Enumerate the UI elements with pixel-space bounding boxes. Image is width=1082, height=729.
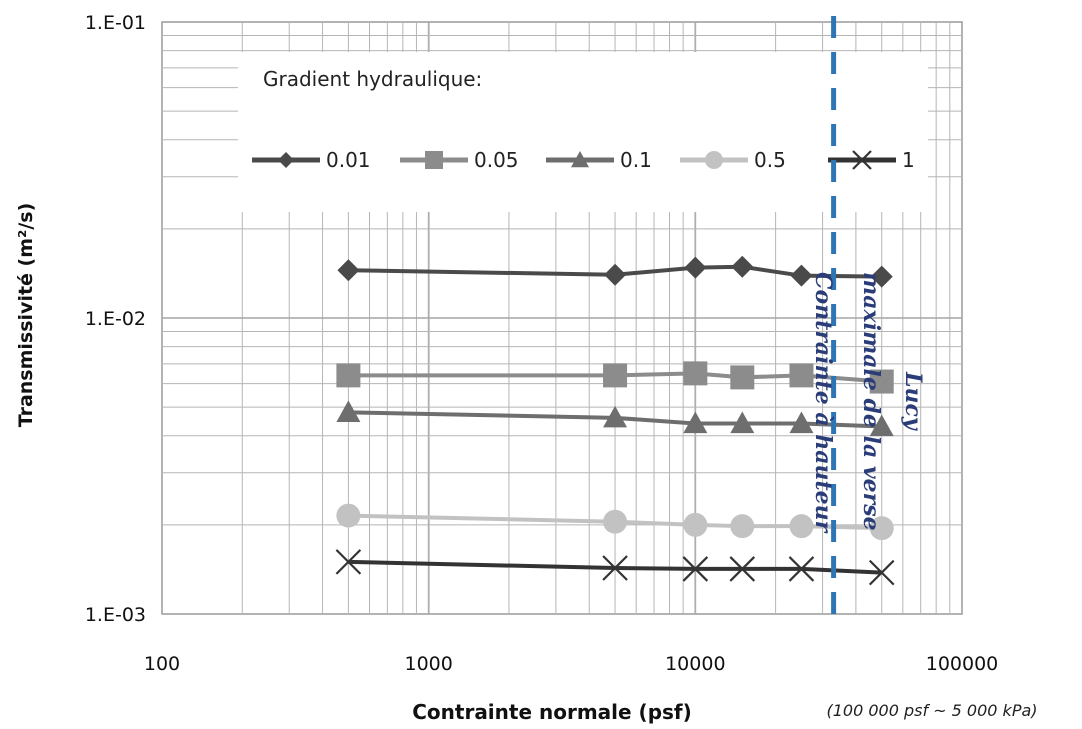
- legend-label: 0.5: [754, 148, 786, 172]
- legend: Gradient hydraulique: 0.01 0.05 0.1 0.5 1: [238, 52, 928, 212]
- legend-marker: [425, 151, 443, 169]
- data-point: [684, 256, 707, 279]
- legend-item: 0.01: [252, 148, 371, 172]
- legend-title: Gradient hydraulique:: [263, 67, 482, 91]
- series-layer: [335, 255, 895, 586]
- reference-label-line: Contrainte à hauteur: [810, 272, 836, 534]
- series-0_01: [337, 255, 893, 288]
- legend-marker: [571, 151, 589, 168]
- data-point: [868, 559, 895, 586]
- data-point: [731, 255, 754, 278]
- y-tick-label: 1.E-02: [85, 308, 146, 330]
- legend-marker: [852, 150, 872, 170]
- data-point: [337, 259, 360, 282]
- series-0_5: [336, 503, 894, 541]
- x-tick-label: 100000: [926, 653, 999, 675]
- x-tick-label: 100: [144, 653, 180, 675]
- y-tick-label: 1.E-01: [85, 12, 146, 34]
- data-point: [790, 264, 813, 287]
- data-point: [869, 516, 894, 541]
- data-point: [603, 363, 628, 388]
- data-point: [335, 549, 362, 575]
- series-line: [348, 410, 882, 429]
- data-point: [683, 512, 708, 537]
- x-tick-label: 1000: [404, 653, 452, 675]
- data-point: [683, 361, 708, 386]
- data-point: [788, 556, 815, 582]
- series-line: [348, 371, 882, 384]
- series-line: [348, 264, 882, 279]
- series-0_1: [336, 400, 894, 437]
- data-point: [789, 411, 814, 434]
- legend-item: 0.5: [680, 148, 786, 172]
- reference-line-group: Contrainte à hauteur maximale de la verse…: [810, 16, 926, 614]
- tick-labels: 100 1000 10000 100000 1.E-01 1.E-02 1.E-03: [85, 12, 998, 675]
- data-point: [603, 509, 628, 534]
- data-point: [869, 369, 894, 394]
- data-point: [604, 263, 627, 286]
- data-point: [730, 411, 755, 434]
- legend-label: 0.01: [326, 148, 371, 172]
- data-point: [603, 405, 628, 428]
- legend-label: 0.1: [620, 148, 652, 172]
- data-point: [602, 555, 628, 581]
- reference-label-line: maximale de la verse: [858, 272, 884, 531]
- legend-item: 0.1: [546, 148, 652, 172]
- series-line: [348, 513, 882, 531]
- legend-label: 0.05: [474, 148, 519, 172]
- unit-conversion-note: (100 000 psf ~ 5 000 kPa): [826, 701, 1037, 720]
- data-point: [683, 411, 708, 434]
- data-point: [336, 363, 361, 388]
- data-point: [789, 363, 814, 388]
- y-axis-label: Transmissivité (m²/s): [15, 203, 37, 428]
- legend-label: 1: [902, 148, 915, 172]
- y-tick-label: 1.E-03: [85, 604, 146, 626]
- data-point: [336, 400, 361, 422]
- legend-item: 1: [828, 148, 915, 172]
- data-point: [789, 514, 814, 539]
- legend-background: [238, 52, 928, 212]
- series-0_05: [336, 361, 894, 394]
- series-line: [348, 559, 882, 575]
- data-point: [730, 514, 755, 539]
- series-1: [335, 549, 895, 586]
- data-point: [730, 365, 755, 390]
- data-point: [870, 265, 893, 288]
- data-point: [869, 414, 894, 437]
- data-point: [336, 503, 361, 528]
- legend-item: 0.05: [400, 148, 519, 172]
- legend-marker: [278, 152, 294, 168]
- data-point: [682, 556, 709, 582]
- legend-marker: [705, 151, 723, 169]
- reference-label-line: Lucy: [900, 371, 926, 432]
- data-point: [729, 556, 756, 582]
- x-axis-label: Contrainte normale (psf): [412, 700, 692, 724]
- x-tick-label: 10000: [665, 653, 725, 675]
